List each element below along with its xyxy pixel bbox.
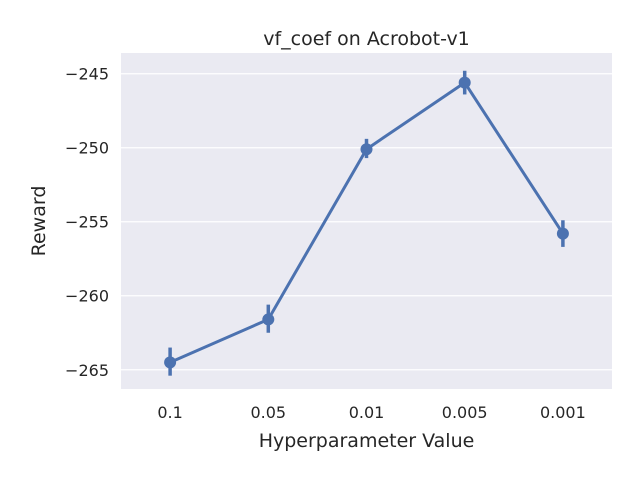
x-tick-label: 0.01 bbox=[349, 403, 385, 422]
y-tick-label: −245 bbox=[65, 65, 109, 84]
x-tick-label: 0.05 bbox=[250, 403, 286, 422]
y-tick-label: −260 bbox=[65, 287, 109, 306]
y-tick-label: −250 bbox=[65, 139, 109, 158]
plot-area bbox=[121, 53, 612, 389]
x-tick-label: 0.001 bbox=[540, 403, 586, 422]
grid-lines bbox=[121, 73, 612, 371]
x-tick-label: 0.005 bbox=[442, 403, 488, 422]
y-tick-labels: −265 −260 −255 −250 −245 bbox=[65, 65, 109, 380]
data-point bbox=[556, 227, 569, 240]
x-tick-labels: 0.1 0.05 0.01 0.005 0.001 bbox=[157, 403, 585, 422]
x-tick-label: 0.1 bbox=[157, 403, 182, 422]
y-tick-label: −255 bbox=[65, 213, 109, 232]
data-point bbox=[164, 356, 177, 369]
data-point bbox=[360, 143, 373, 156]
chart-title: vf_coef on Acrobot-v1 bbox=[263, 28, 470, 50]
y-axis-label: Reward bbox=[28, 186, 50, 257]
data-point bbox=[458, 76, 471, 89]
data-point bbox=[262, 313, 275, 326]
data-points bbox=[164, 76, 569, 369]
y-tick-label: −265 bbox=[65, 361, 109, 380]
x-axis-label: Hyperparameter Value bbox=[259, 430, 475, 452]
